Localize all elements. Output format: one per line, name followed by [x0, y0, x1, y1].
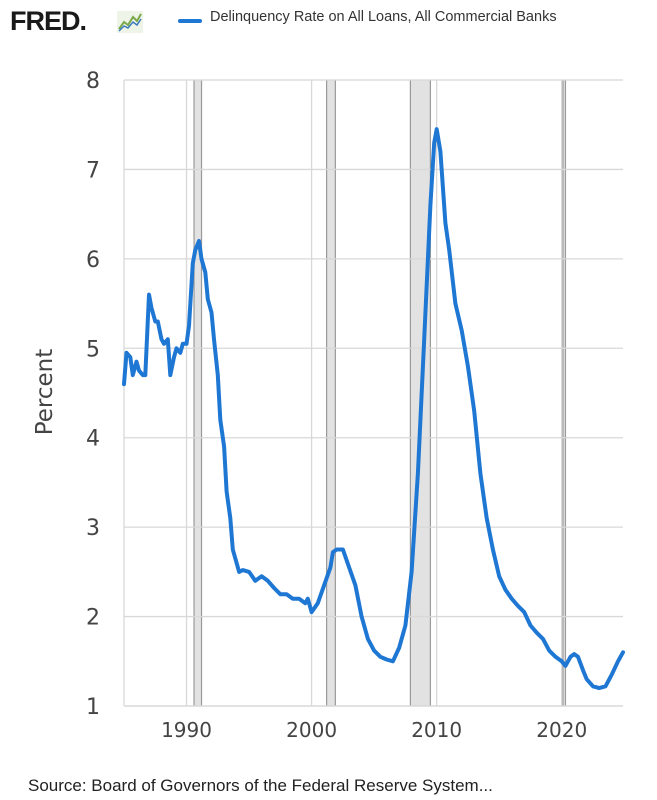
- recession-band: [194, 80, 202, 706]
- y-tick-label: 3: [86, 516, 100, 541]
- y-tick-label: 7: [86, 158, 100, 183]
- y-tick-label: 1: [86, 695, 100, 720]
- recession-band: [326, 80, 336, 706]
- series-line: [122, 127, 625, 691]
- x-tick-label: 2010: [411, 718, 462, 742]
- fred-sparkline-icon: [117, 11, 143, 33]
- chart-header: FRED. Delinquency Rate on All Loans, All…: [0, 0, 657, 44]
- fred-logo-dot: .: [79, 6, 87, 36]
- line-chart: 1 2 3 4 5 6 7 8 1990 2000 2010 2020 Percent: [32, 69, 625, 742]
- source-text: Source: Board of Governors of the Federa…: [28, 776, 493, 795]
- legend-label: Delinquency Rate on All Loans, All Comme…: [210, 9, 557, 25]
- recession-bands: [193, 80, 567, 706]
- x-tick-label: 2020: [536, 718, 587, 742]
- x-tick-label: 1990: [161, 718, 212, 742]
- y-tick-label: 8: [86, 69, 100, 94]
- y-axis-label: Percent: [32, 349, 58, 436]
- gridlines: [123, 79, 623, 707]
- y-tick-label: 5: [86, 337, 100, 362]
- y-tick-label: 4: [86, 427, 100, 452]
- y-tick-label: 2: [86, 606, 100, 631]
- legend-swatch: [178, 19, 202, 23]
- y-tick-labels: 1 2 3 4 5 6 7 8: [86, 69, 100, 720]
- fred-logo[interactable]: FRED.: [10, 6, 87, 37]
- y-tick-label: 6: [86, 248, 100, 273]
- x-tick-label: 2000: [286, 718, 337, 742]
- recession-band: [562, 80, 566, 706]
- x-tick-labels: 1990 2000 2010 2020: [161, 718, 587, 742]
- series-lines: [122, 127, 625, 691]
- fred-logo-text: FRED: [10, 6, 80, 36]
